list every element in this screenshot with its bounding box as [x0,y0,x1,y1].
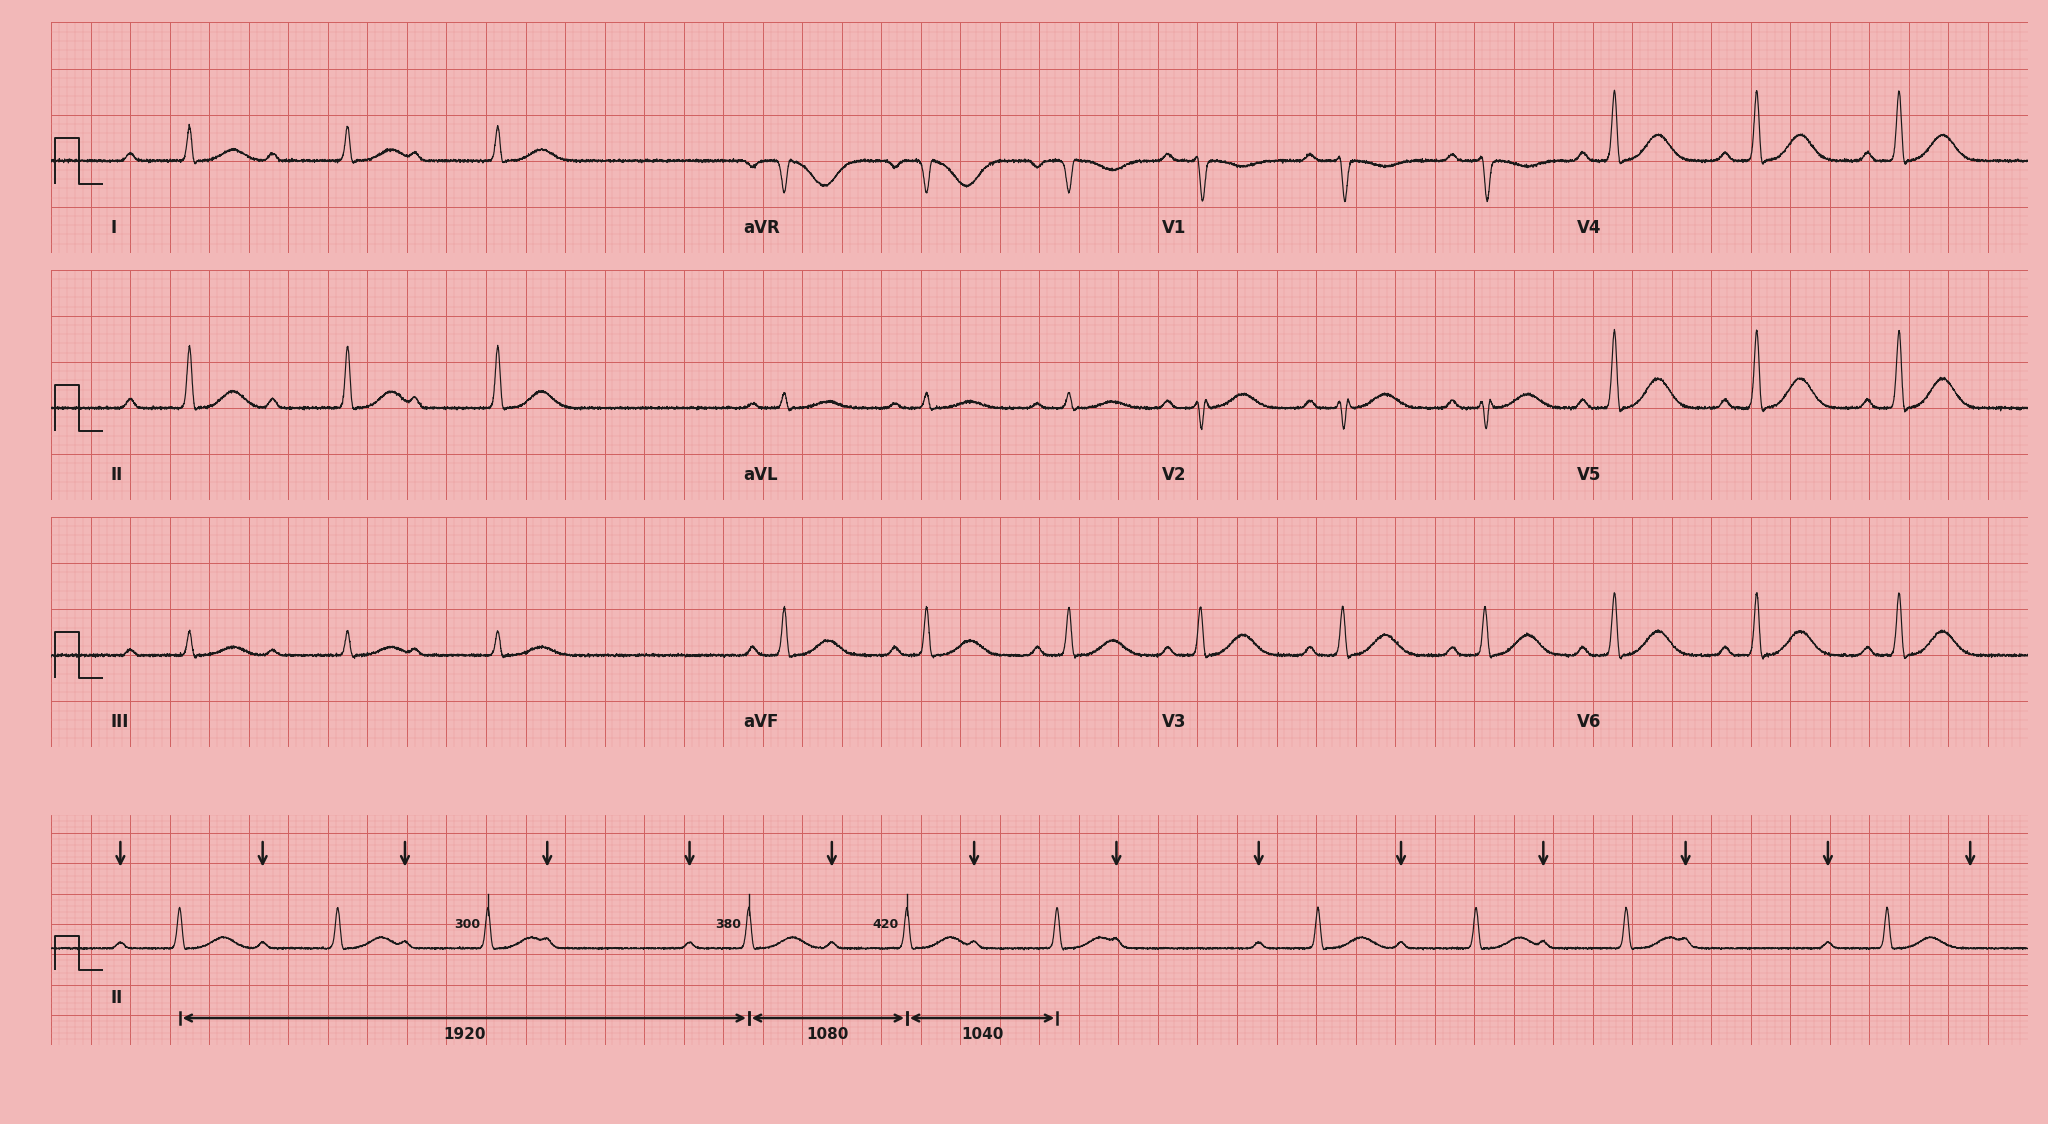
Text: 1920: 1920 [442,1027,485,1042]
Text: aVR: aVR [743,219,780,237]
Text: V6: V6 [1577,714,1602,732]
Text: aVF: aVF [743,714,778,732]
Text: 380: 380 [715,918,741,931]
Text: II: II [111,989,123,1007]
Text: aVL: aVL [743,466,778,484]
Text: V5: V5 [1577,466,1602,484]
Text: V3: V3 [1161,714,1186,732]
Text: I: I [111,219,117,237]
Text: V1: V1 [1161,219,1186,237]
Text: 300: 300 [455,918,479,931]
Text: III: III [111,714,129,732]
Text: V4: V4 [1577,219,1602,237]
Text: 1040: 1040 [961,1027,1004,1042]
Text: 1080: 1080 [807,1027,850,1042]
Text: 420: 420 [872,918,899,931]
Text: V2: V2 [1161,466,1186,484]
Text: II: II [111,466,123,484]
